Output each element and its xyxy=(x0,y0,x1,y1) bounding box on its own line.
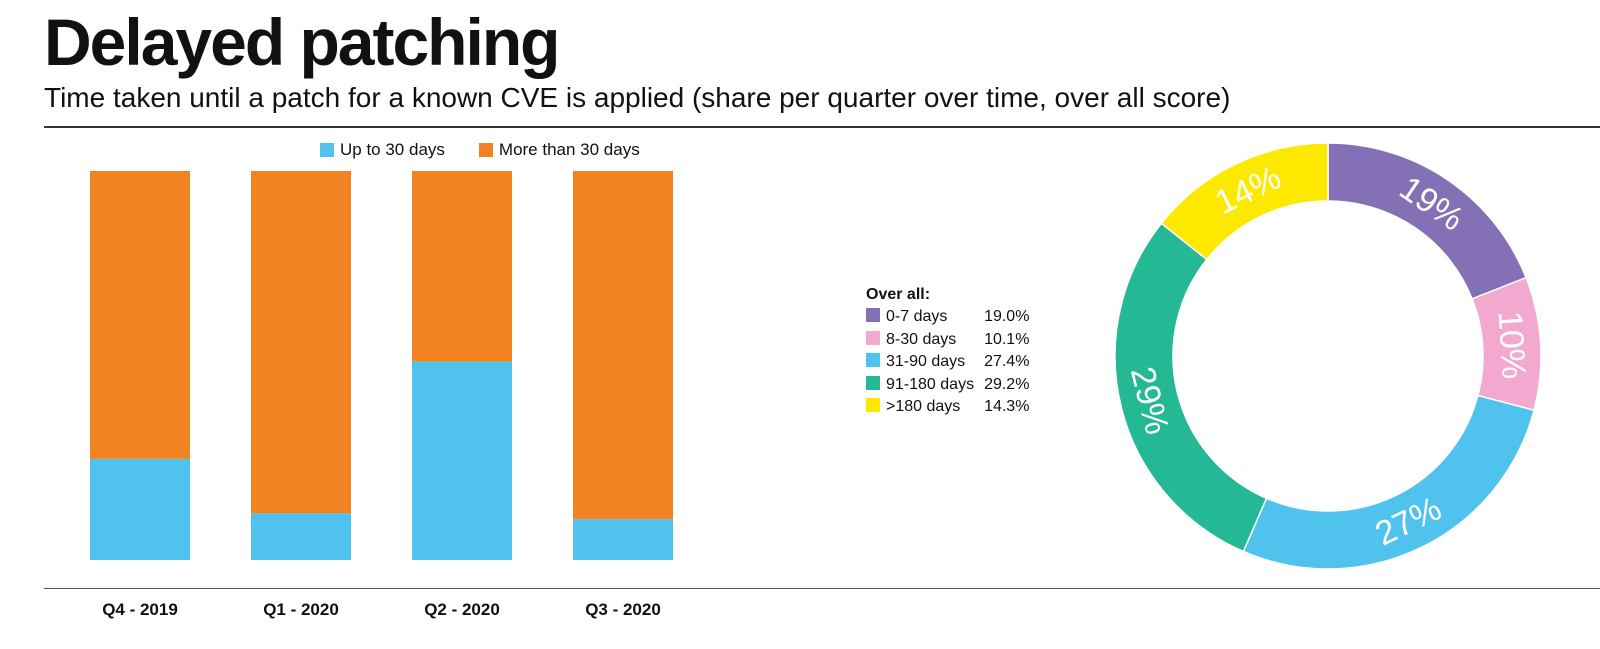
legend-row-180-plus: >180 days 14.3% xyxy=(866,396,1029,419)
header-divider xyxy=(44,126,1600,128)
legend-row-91-180: 91-180 days 29.2% xyxy=(866,374,1029,397)
legend-label-8-30: 8-30 days xyxy=(886,330,957,348)
legend-label-up-to-30: Up to 30 days xyxy=(340,140,445,159)
legend-swatch-91-180 xyxy=(866,375,880,390)
legend-swatch-up-to-30 xyxy=(320,143,334,157)
page-title: Delayed patching xyxy=(44,5,560,79)
donut-slice-4 xyxy=(1160,142,1329,261)
legend-row-8-30: 8-30 days 10.1% xyxy=(866,329,1029,352)
bar-more-than-30-2 xyxy=(412,171,512,362)
donut-chart: 19%10%27%29%14% xyxy=(1114,142,1542,570)
page-subtitle: Time taken until a patch for a known CVE… xyxy=(44,82,1231,113)
bar-chart-legend: Up to 30 days More than 30 days xyxy=(320,140,674,160)
x-tick-label: Q4 - 2019 xyxy=(102,600,178,619)
legend-value-91-180: 29.2% xyxy=(984,375,1030,393)
donut-legend-title: Over all: xyxy=(866,286,931,303)
bar-more-than-30-0 xyxy=(90,171,190,459)
legend-value-0-7: 19.0% xyxy=(984,308,1030,325)
legend-item-up-to-30: Up to 30 days xyxy=(320,140,445,160)
legend-item-more-than-30: More than 30 days xyxy=(478,140,640,160)
legend-label-more-than-30: More than 30 days xyxy=(498,140,640,159)
legend-swatch-more-than-30 xyxy=(478,143,493,157)
donut-slice-label-1: 10% xyxy=(1491,310,1533,380)
x-tick-label: Q2 - 2020 xyxy=(424,600,500,619)
baseline-divider xyxy=(44,588,1600,589)
bar-up-to-30-3 xyxy=(573,519,673,560)
bar-more-than-30-3 xyxy=(573,171,673,520)
x-tick-label: Q3 - 2020 xyxy=(585,600,661,619)
legend-row-0-7: 0-7 days 19.0% xyxy=(866,306,1029,329)
legend-row-31-90: 31-90 days 27.4% xyxy=(866,351,1029,374)
legend-swatch-8-30 xyxy=(866,330,880,345)
legend-value-180-plus: 14.3% xyxy=(984,398,1030,415)
legend-swatch-31-90 xyxy=(866,353,880,367)
legend-swatch-0-7 xyxy=(866,308,880,322)
legend-value-8-30: 10.1% xyxy=(984,330,1030,348)
donut-legend-table: 0-7 days 19.0% 8-30 days 10.1% 31-90 day… xyxy=(866,306,1029,419)
legend-label-31-90: 31-90 days xyxy=(886,353,966,370)
legend-swatch-180-plus xyxy=(866,398,880,412)
bar-up-to-30-2 xyxy=(412,361,512,560)
legend-label-180-plus: >180 days xyxy=(886,398,961,415)
donut-slice-2 xyxy=(1242,394,1535,570)
x-tick-label: Q1 - 2020 xyxy=(263,600,339,619)
bar-more-than-30-1 xyxy=(251,171,351,514)
stacked-bar-chart: Q4 - 2019 Q1 - 2020 Q2 - 2020 Q3 - 2020 xyxy=(90,171,673,619)
bar-up-to-30-0 xyxy=(90,458,190,560)
donut-slice-3 xyxy=(1114,222,1268,553)
donut-legend: Over all: 0-7 days 19.0% 8-30 days 10.1%… xyxy=(866,286,1029,419)
legend-label-0-7: 0-7 days xyxy=(886,308,948,325)
legend-value-31-90: 27.4% xyxy=(984,353,1030,370)
legend-label-91-180: 91-180 days xyxy=(886,375,975,393)
bar-up-to-30-1 xyxy=(251,513,351,560)
